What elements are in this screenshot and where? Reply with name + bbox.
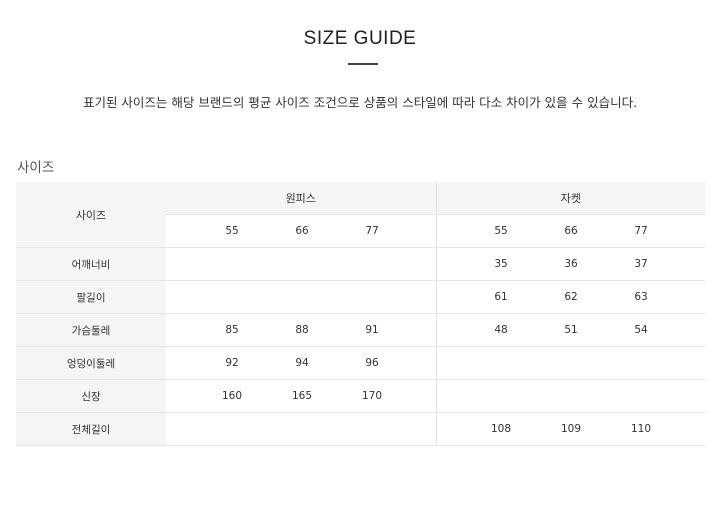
cell-jacket: 48 (466, 313, 537, 347)
cell-onepiece: 170 (337, 379, 407, 413)
table-row: 팔길이 61 62 63 (16, 280, 706, 314)
cell-onepiece (337, 247, 407, 281)
cell-jacket (536, 379, 607, 413)
size-header: 55 (197, 214, 267, 248)
size-header: 55 (466, 214, 537, 248)
size-header-row: 55 66 77 55 66 77 (16, 214, 706, 248)
cell-jacket (466, 346, 537, 380)
cell-onepiece (267, 247, 337, 281)
row-label: 가슴둘레 (16, 313, 166, 347)
cell-jacket (536, 346, 607, 380)
cell-jacket: 110 (606, 412, 677, 446)
cell-onepiece: 96 (337, 346, 407, 380)
cell-jacket: 37 (606, 247, 677, 281)
row-label: 신장 (16, 379, 166, 413)
cell-onepiece (197, 412, 267, 446)
cell-onepiece: 91 (337, 313, 407, 347)
cell-jacket: 63 (606, 280, 677, 314)
cell-jacket: 61 (466, 280, 537, 314)
cell-onepiece: 165 (267, 379, 337, 413)
row-label: 엉덩이둘레 (16, 346, 166, 380)
size-table: 사이즈 원피스 자켓 55 66 77 55 66 77 어깨너비 35 36 37 팔… (16, 182, 706, 446)
title-divider (348, 63, 378, 65)
group-header-row: 사이즈 원피스 자켓 (16, 182, 706, 248)
cell-onepiece (337, 412, 407, 446)
group-header-onepiece: 원피스 (166, 182, 437, 215)
cell-jacket: 109 (536, 412, 607, 446)
cell-onepiece (197, 247, 267, 281)
size-header: 77 (337, 214, 407, 248)
cell-jacket: 35 (466, 247, 537, 281)
cell-jacket: 36 (536, 247, 607, 281)
cell-jacket (606, 379, 677, 413)
cell-onepiece (267, 412, 337, 446)
table-row: 엉덩이둘레 92 94 96 (16, 346, 706, 380)
cell-onepiece: 160 (197, 379, 267, 413)
cell-jacket: 62 (536, 280, 607, 314)
row-label: 어깨너비 (16, 247, 166, 281)
cell-onepiece: 92 (197, 346, 267, 380)
cell-jacket: 54 (606, 313, 677, 347)
row-label: 전체길이 (16, 412, 166, 446)
table-row: 전체길이 108 109 110 (16, 412, 706, 446)
cell-onepiece: 88 (267, 313, 337, 347)
cell-jacket: 108 (466, 412, 537, 446)
table-row: 어깨너비 35 36 37 (16, 247, 706, 281)
cell-onepiece (197, 280, 267, 314)
table-row: 가슴둘레 85 88 91 48 51 54 (16, 313, 706, 347)
cell-onepiece (267, 280, 337, 314)
row-label: 팔길이 (16, 280, 166, 314)
section-title: 사이즈 (17, 160, 55, 176)
table-row: 신장 160 165 170 (16, 379, 706, 413)
size-header: 66 (267, 214, 337, 248)
group-header-jacket: 자켓 (435, 182, 706, 215)
page-title: SIZE GUIDE (303, 28, 417, 49)
corner-header: 사이즈 (16, 182, 166, 248)
cell-onepiece: 94 (267, 346, 337, 380)
cell-jacket (466, 379, 537, 413)
size-header: 66 (536, 214, 607, 248)
size-header: 77 (606, 214, 677, 248)
size-disclaimer: 표기된 사이즈는 해당 브랜드의 평균 사이즈 조건으로 상품의 스타일에 따라… (82, 95, 638, 110)
cell-onepiece: 85 (197, 313, 267, 347)
cell-jacket (606, 346, 677, 380)
cell-jacket: 51 (536, 313, 607, 347)
cell-onepiece (337, 280, 407, 314)
